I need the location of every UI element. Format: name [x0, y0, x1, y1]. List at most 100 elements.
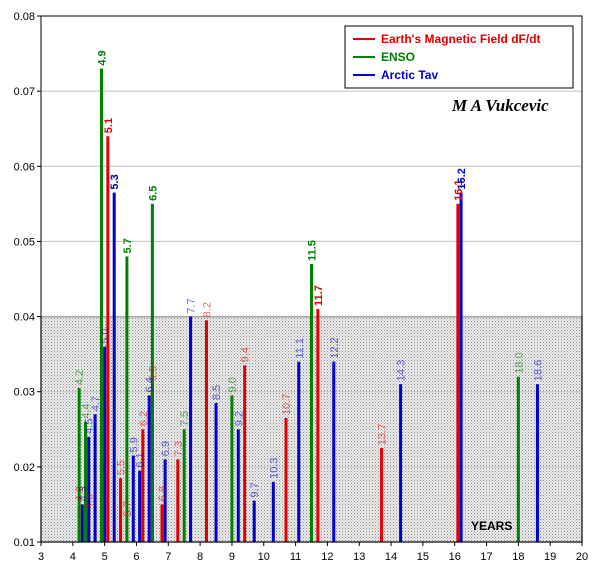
bar-earth-s-magnetic-field-df-dt [141, 429, 145, 542]
bar-arctic-tav [131, 455, 135, 542]
bars-layer [77, 68, 539, 543]
data-label: 16.2 [456, 168, 468, 189]
data-label: 12.2 [329, 337, 341, 358]
data-label: 8.2 [201, 302, 213, 317]
data-label: 11.7 [313, 285, 325, 306]
bar-earth-s-magnetic-field-df-dt [284, 418, 288, 542]
bar-arctic-tav [252, 500, 256, 542]
x-tick-label: 12 [321, 551, 333, 563]
bar-enso [84, 421, 88, 542]
data-label: 5.7 [122, 501, 134, 516]
bar-arctic-tav [163, 459, 167, 542]
axes-layer: 0.01 0.02 0.03 0.04 0.05 0.06 0.07 0.08 3 4 5 6 7 8 9 1… [14, 11, 589, 563]
bar-enso [516, 376, 520, 542]
data-label: 6.5 [147, 366, 159, 381]
bar-earth-s-magnetic-field-df-dt [160, 504, 164, 542]
x-tick-label: 15 [417, 551, 429, 563]
author-annotation: M A Vukcevic [451, 96, 549, 115]
x-tick-label: 6 [133, 551, 139, 563]
bar-arctic-tav [399, 384, 403, 542]
x-tick-label: 13 [353, 551, 365, 563]
data-label: 4.3 [77, 486, 89, 501]
bar-arctic-tav [214, 402, 218, 542]
data-label: 6.9 [160, 441, 172, 456]
data-label: 10.7 [281, 394, 293, 415]
bar-arctic-tav [138, 470, 142, 542]
data-label: 4.5 [84, 494, 96, 509]
data-label: 9.2 [233, 411, 245, 426]
data-label: 5.3 [109, 174, 121, 189]
data-label: 7.5 [179, 411, 191, 426]
bar-earth-s-magnetic-field-df-dt [316, 309, 320, 542]
bar-arctic-tav [103, 346, 107, 542]
legend: Earth's Magnetic Field dF/dt ENSO Arctic T… [344, 25, 574, 89]
bar-enso [182, 429, 186, 542]
data-label: 5.9 [128, 437, 140, 452]
bar-enso [125, 256, 129, 542]
data-label: 6.8 [157, 486, 169, 501]
data-label: 9.0 [227, 377, 239, 392]
y-tick-label: 0.08 [14, 11, 35, 23]
y-tick-label: 0.01 [14, 537, 35, 549]
y-tick-label: 0.04 [14, 312, 35, 324]
bar-arctic-tav [271, 481, 275, 542]
bar-enso [77, 387, 81, 542]
data-label: 6.1 [135, 452, 147, 467]
data-label: 8.5 [211, 385, 223, 400]
data-label: 4.4 [81, 403, 93, 418]
data-label: 5.5 [116, 460, 128, 475]
data-label: 7.7 [186, 298, 198, 313]
y-tick-label: 0.02 [14, 462, 35, 474]
bar-arctic-tav [459, 192, 463, 543]
bar-earth-s-magnetic-field-df-dt [119, 478, 123, 542]
bar-arctic-tav [112, 192, 116, 543]
bar-earth-s-magnetic-field-df-dt [456, 203, 460, 542]
y-tick-label: 0.05 [14, 236, 35, 248]
bar-earth-s-magnetic-field-df-dt [243, 365, 247, 542]
x-tick-label: 14 [385, 551, 397, 563]
bar-enso [99, 68, 103, 542]
bar-enso [310, 263, 313, 542]
data-label: 7.3 [173, 441, 185, 456]
bar-arctic-tav [189, 316, 193, 542]
legend-label: Arctic Tav [381, 68, 438, 82]
x-tick-label: 4 [70, 551, 76, 563]
x-tick-label: 7 [165, 551, 171, 563]
data-labels-layer: 4.24.55.15.55.76.26.56.87.38.29.410.711.… [74, 50, 544, 516]
x-tick-label: 17 [480, 551, 492, 563]
data-label: 5.0 [100, 328, 112, 343]
x-tick-label: 18 [512, 551, 524, 563]
data-label: 4.2 [74, 486, 86, 501]
data-label: 11.5 [307, 240, 319, 261]
x-tick-label: 8 [197, 551, 203, 563]
bar-arctic-tav [535, 384, 539, 542]
x-tick-label: 3 [38, 551, 44, 563]
bar-earth-s-magnetic-field-df-dt [380, 448, 384, 542]
y-tick-label: 0.03 [14, 387, 35, 399]
bar-earth-s-magnetic-field-df-dt [204, 320, 208, 542]
y-tick-label: 0.07 [14, 86, 35, 98]
bar-arctic-tav [297, 361, 301, 542]
x-axis-label: YEARS [471, 519, 512, 533]
y-tick-label: 0.06 [14, 161, 35, 173]
bar-earth-s-magnetic-field-df-dt [106, 136, 110, 542]
data-label: 16.1 [453, 179, 465, 200]
data-label: 6.5 [147, 186, 159, 201]
x-tick-label: 11 [290, 551, 301, 563]
data-label: 9.4 [240, 347, 252, 362]
data-label: 5.7 [122, 238, 134, 253]
data-label: 4.9 [96, 50, 108, 65]
x-tick-label: 10 [258, 551, 270, 563]
bar-arctic-tav [80, 504, 84, 542]
data-label: 4.7 [90, 396, 102, 411]
legend-label: Earth's Magnetic Field dF/dt [381, 32, 541, 46]
data-label: 5.1 [103, 118, 115, 133]
bar-arctic-tav [332, 361, 336, 542]
data-label: 6.4 [144, 377, 156, 392]
data-label: 13.7 [377, 424, 389, 445]
bar-arctic-tav [93, 414, 97, 542]
data-label: 4.2 [74, 370, 86, 385]
x-tick-label: 5 [102, 551, 108, 563]
data-label: 6.2 [138, 411, 150, 426]
